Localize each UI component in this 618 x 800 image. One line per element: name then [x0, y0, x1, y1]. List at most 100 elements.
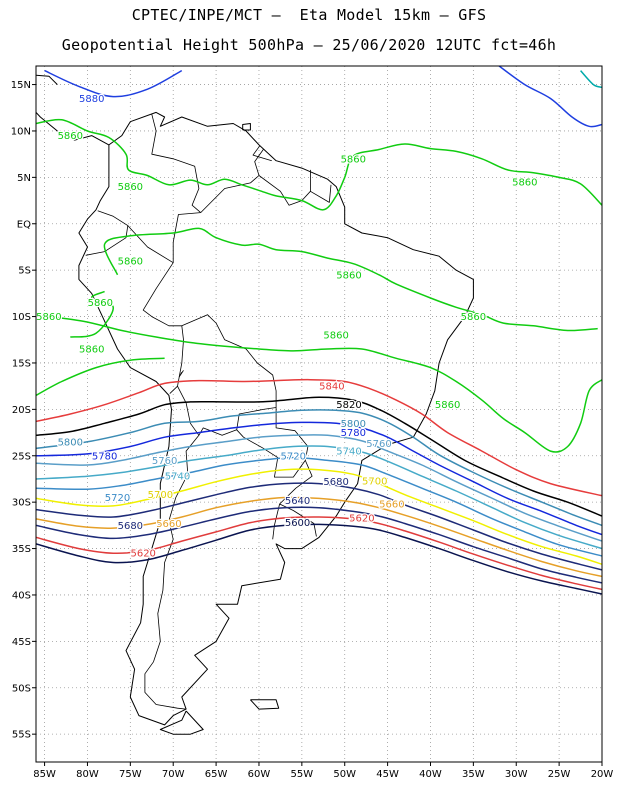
coastlines — [36, 39, 474, 735]
contour-label: 5880 — [79, 94, 104, 105]
lon-tick-label: 25W — [548, 769, 571, 780]
lon-tick-label: 80W — [76, 769, 99, 780]
contour-label: 5860 — [341, 154, 366, 165]
country-border — [200, 149, 264, 213]
contour-label: 5600 — [285, 518, 310, 529]
contour-label: 5720 — [281, 451, 306, 462]
contour-line-5660 — [36, 496, 602, 578]
lat-tick-label: 5N — [17, 173, 31, 184]
country-border — [272, 503, 280, 540]
lat-tick-label: 10S — [12, 312, 31, 323]
country-border — [178, 370, 184, 378]
contour-line-5860 — [36, 357, 165, 397]
contour-line-5860 — [36, 118, 602, 211]
contour-label: 5860 — [118, 182, 143, 193]
coastline-central-america — [36, 111, 110, 146]
contour-label: 5760 — [366, 439, 391, 450]
contour-line-5780 — [36, 421, 602, 536]
country-border — [258, 169, 311, 206]
contour-line-5600 — [36, 523, 602, 595]
contour-label: 5660 — [379, 500, 404, 511]
contour-label: 5720 — [105, 493, 130, 504]
lon-tick-label: 30W — [505, 769, 528, 780]
country-border — [142, 262, 184, 394]
map-title: CPTEC/INPE/MCT – Eta Model 15km – GFS — [131, 6, 487, 24]
grid — [36, 66, 603, 762]
country-border — [181, 314, 277, 436]
contour-label: 5860 — [323, 331, 348, 342]
contour-line-5720 — [36, 456, 602, 557]
contour-label: 5780 — [341, 428, 366, 439]
country-border — [252, 145, 272, 162]
contour-line-5740 — [36, 445, 602, 550]
lon-tick-label: 40W — [419, 769, 442, 780]
contour-label: 5860 — [36, 312, 61, 323]
lat-tick-label: 55S — [12, 730, 31, 741]
lon-tick-label: 35W — [462, 769, 485, 780]
lat-tick-label: 30S — [12, 498, 31, 509]
country-border — [236, 407, 309, 478]
lon-tick-label: 45W — [376, 769, 399, 780]
contour-line-5640 — [36, 506, 602, 584]
contour-label: 5620 — [349, 513, 374, 524]
lat-tick-label: 50S — [12, 683, 31, 694]
lat-tick-label: 20S — [12, 405, 31, 416]
country-border — [144, 435, 200, 710]
lat-tick-label: 40S — [12, 590, 31, 601]
lon-tick-label: 60W — [248, 769, 271, 780]
lon-tick-label: 70W — [162, 769, 185, 780]
lat-tick-label: 35S — [12, 544, 31, 555]
country-border — [127, 212, 201, 264]
contour-label: 5660 — [156, 519, 181, 530]
contour-line-5880 — [44, 69, 183, 98]
country-border — [151, 114, 201, 213]
coastline-south-america — [78, 111, 474, 726]
contour-label: 5800 — [341, 419, 366, 430]
contour-line-5800 — [36, 409, 602, 527]
contour-label: 5860 — [58, 131, 83, 142]
lon-tick-label: 65W — [205, 769, 228, 780]
lat-tick-label: 10N — [11, 126, 31, 137]
coastline-falklands — [250, 699, 280, 710]
country-border — [85, 210, 129, 256]
contour-label: 5700 — [148, 490, 173, 501]
lat-tick-label: 15S — [12, 358, 31, 369]
contour-label: 5860 — [88, 298, 113, 309]
country-border — [310, 184, 332, 203]
contour-label: 5780 — [92, 451, 117, 462]
lat-tick-label: 25S — [12, 451, 31, 462]
lon-tick-label: 20W — [591, 769, 614, 780]
contour-line-5620 — [36, 516, 602, 591]
coastline-hispaniola — [135, 39, 187, 57]
contour-line-5860 — [70, 290, 114, 338]
contour-line-5860 — [36, 313, 602, 453]
contour-line-5880 — [580, 70, 602, 89]
contour-label: 5680 — [118, 521, 143, 532]
lon-tick-label: 75W — [119, 769, 142, 780]
lat-tick-label: EQ — [17, 219, 31, 230]
contour-line-5700 — [36, 468, 602, 566]
coastline-tierra-del-fuego — [159, 710, 204, 735]
contour-line-5860 — [103, 227, 598, 332]
coastline-central-america-north — [36, 74, 58, 85]
coastline-trinidad — [242, 123, 251, 131]
contour-line-5680 — [36, 482, 602, 571]
contour-label: 5620 — [130, 549, 155, 560]
contour-label: 5860 — [512, 178, 537, 189]
contour-label: 5800 — [58, 437, 83, 448]
country-borders — [85, 114, 332, 710]
lon-tick-label: 85W — [33, 769, 56, 780]
contour-label: 5820 — [336, 400, 361, 411]
country-border — [177, 386, 200, 436]
contour-line-5880 — [498, 66, 602, 128]
lon-tick-label: 55W — [291, 769, 314, 780]
lat-tick-label: 15N — [11, 80, 31, 91]
axis-labels: 85W 80W 75W 70W 65W 60W 55W 50W 45W 40W 35W 30W 25W 2… — [11, 80, 614, 780]
lat-tick-label: 45S — [12, 637, 31, 648]
map-subtitle: Geopotential Height 500hPa – 25/06/2020 … — [61, 36, 557, 54]
contour-line-5820 — [36, 396, 602, 517]
contour-label: 5860 — [435, 400, 460, 411]
contour-labels: 5880 5860 5860 5860 5860 5860 5860 5860 5860 5860… — [35, 93, 539, 561]
height-contours — [36, 66, 602, 595]
